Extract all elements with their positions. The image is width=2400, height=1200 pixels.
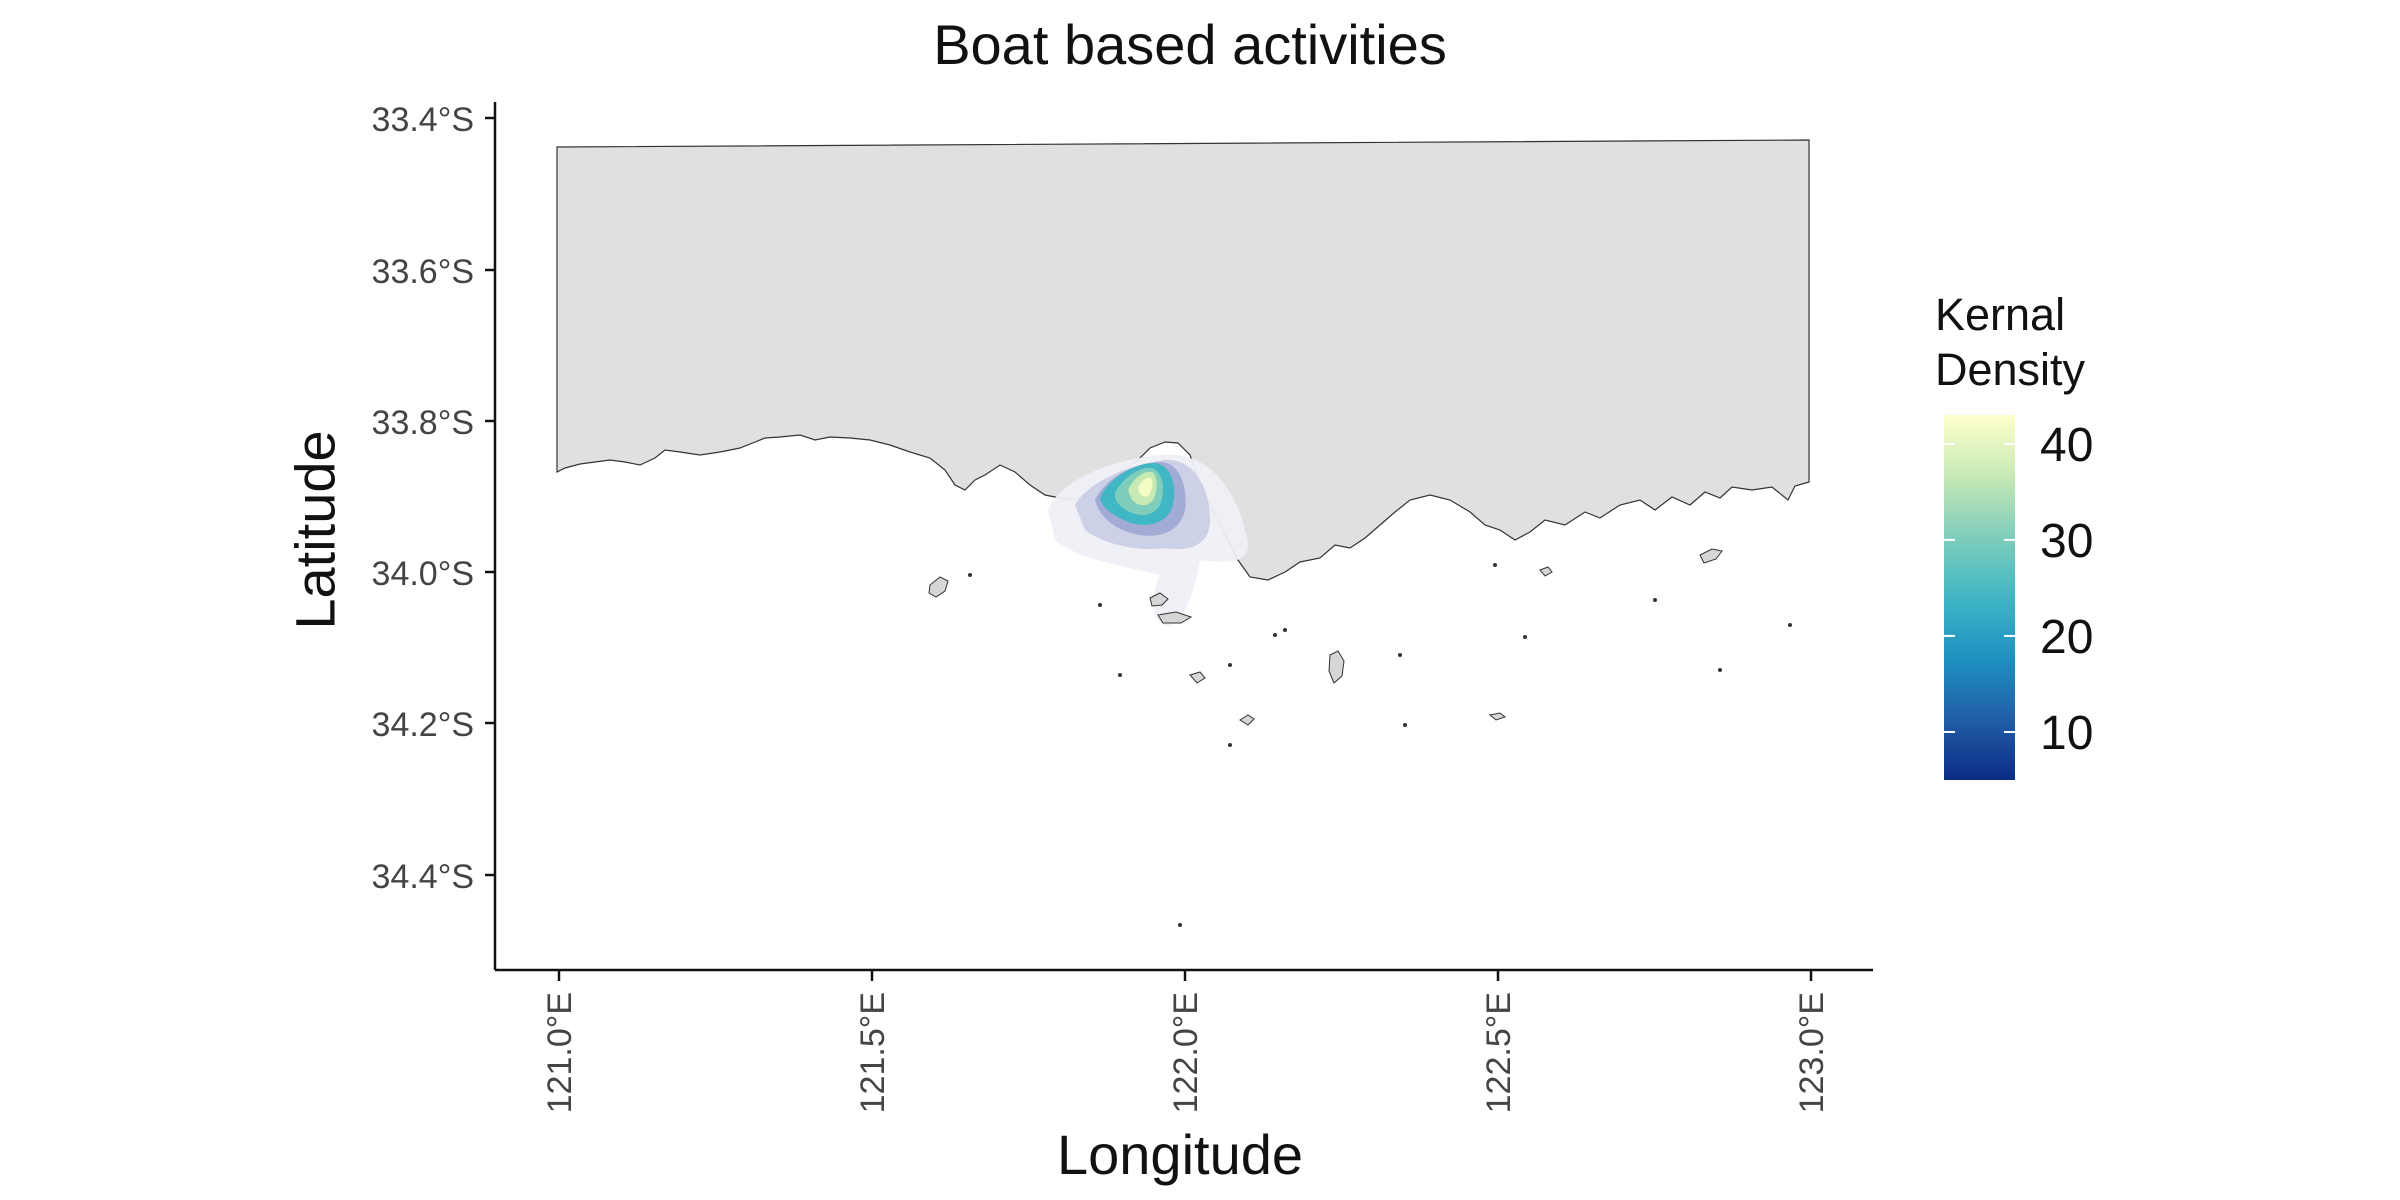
rock [1788,623,1792,627]
rock [1228,663,1232,667]
rock [1273,633,1277,637]
x-tick-label: 122.0°E [1167,992,1205,1113]
y-tick-label: 34.2°S [372,706,474,744]
island [1157,611,1193,624]
x-tick-label: 122.5°E [1480,992,1518,1113]
y-tick-label: 33.4°S [372,101,474,139]
colorbar-tick-label: 30 [2040,515,2093,568]
island [1149,592,1169,607]
colorbar-tick-label: 40 [2040,419,2093,472]
island [1539,566,1553,577]
y-tick-label: 33.6°S [372,253,474,291]
rock [1098,603,1102,607]
land-polygon [556,139,1810,581]
rock [1118,673,1122,677]
rock [968,573,972,577]
rocks [968,563,1792,927]
island [1239,714,1255,726]
x-ticks: 121.0°E 121.5°E 122.0°E 122.5°E 123.0°E [541,970,1831,1113]
colorbar-tick-label: 10 [2040,707,2093,760]
rock [1398,653,1402,657]
y-ticks: 33.4°S 33.6°S 33.8°S 34.0°S 34.2°S 34.4°S [372,101,495,896]
y-tick-label: 33.8°S [372,404,474,442]
y-tick-label: 34.4°S [372,858,474,896]
rock [1523,635,1527,639]
rock [1283,628,1287,632]
island [1699,548,1723,564]
island [928,576,949,598]
x-axis-label: Longitude [1056,1123,1303,1186]
rock [1653,598,1657,602]
legend-title: Kernal Density [1935,289,2086,395]
rock [1228,743,1232,747]
rock [1718,668,1722,672]
map-title: Boat based activities [933,13,1447,76]
x-tick-label: 121.5°E [854,992,892,1113]
y-tick-label: 34.0°S [372,555,474,593]
colorbar-tick-label: 20 [2040,611,2093,664]
density-level-7 [1138,477,1153,497]
x-tick-label: 121.0°E [541,992,579,1113]
x-tick-label: 123.0°E [1793,992,1831,1113]
rock [1178,923,1182,927]
colorbar [1944,415,2015,780]
rock [1493,563,1497,567]
island [1488,712,1507,721]
islands [928,548,1723,726]
island [1189,671,1206,684]
rock [1403,723,1407,727]
density-contours [1048,454,1248,626]
colorbar-ticks: 40 30 20 10 [1944,419,2093,760]
island [1328,650,1345,684]
legend: 40 30 20 10 [1944,415,2093,780]
